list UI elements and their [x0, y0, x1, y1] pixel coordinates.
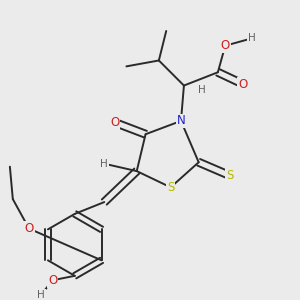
Text: H: H: [100, 159, 108, 169]
Text: H: H: [198, 85, 206, 95]
Text: S: S: [226, 169, 233, 182]
Text: O: O: [220, 39, 230, 52]
Text: H: H: [37, 290, 45, 300]
Text: O: O: [238, 78, 248, 91]
Text: O: O: [48, 274, 57, 287]
Text: O: O: [110, 116, 119, 129]
Text: S: S: [167, 181, 174, 194]
Text: N: N: [177, 114, 185, 128]
Text: O: O: [24, 222, 34, 235]
Text: H: H: [248, 33, 256, 43]
